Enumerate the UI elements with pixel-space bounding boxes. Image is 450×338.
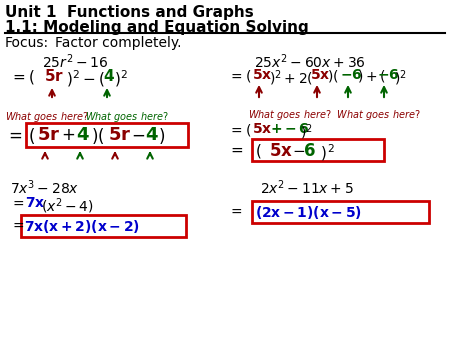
Text: $= ($: $= ($ [10,68,36,86]
Text: $\mathbf{5x}$: $\mathbf{5x}$ [252,122,272,136]
Text: $=$: $=$ [5,126,23,144]
Text: Focus:: Focus: [5,36,49,50]
Text: $\mathbf{-6}$: $\mathbf{-6}$ [377,68,400,82]
Text: $)($: $)($ [327,68,339,84]
Text: $\mathbf{-6}$: $\mathbf{-6}$ [340,68,363,82]
Text: $7x^3-28x$: $7x^3-28x$ [10,178,79,197]
Text: $\mathbf{5r}$: $\mathbf{5r}$ [37,126,60,144]
Text: $)^2$: $)^2$ [394,68,407,88]
Text: $+$: $+$ [61,126,75,144]
Text: $\it{What\ goes\ here?\ \ What\ goes\ here?}$: $\it{What\ goes\ here?\ \ What\ goes\ he… [248,108,421,122]
Text: $= ($: $= ($ [228,68,252,84]
Text: Unit 1  Functions and Graphs: Unit 1 Functions and Graphs [5,5,254,20]
Text: $)^2+2($: $)^2+2($ [269,68,313,88]
Text: $\ )^2$: $\ )^2$ [316,142,335,163]
Text: $\mathbf{4\ }$: $\mathbf{4\ }$ [76,126,90,144]
Text: $\mathbf{7x}$: $\mathbf{7x}$ [25,196,45,210]
Text: $\mathbf{4}$: $\mathbf{4}$ [145,126,159,144]
Text: $(x^2-4)$: $(x^2-4)$ [41,196,94,216]
Text: Factor completely.: Factor completely. [55,36,181,50]
Text: $\mathbf{(2x-1)(x-5)}$: $\mathbf{(2x-1)(x-5)}$ [255,204,362,221]
Text: $)+($: $)+($ [357,68,386,84]
Text: $($: $($ [28,126,35,146]
Text: $=$: $=$ [10,218,25,232]
Text: $)^2-($: $)^2-($ [66,68,105,89]
Text: $)($: $)($ [91,126,104,146]
Text: $-$: $-$ [292,142,305,157]
Text: $\mathbf{5x}$: $\mathbf{5x}$ [252,68,272,82]
Text: $=$: $=$ [228,142,244,157]
Text: $\it{What\ goes\ here?}$: $\it{What\ goes\ here?}$ [85,110,169,124]
Text: $\mathbf{+-6}$: $\mathbf{+-6}$ [270,122,310,136]
Text: $=$: $=$ [228,204,243,218]
Text: $25r^2-16$: $25r^2-16$ [42,52,108,71]
Text: 1.1: Modeling and Equation Solving: 1.1: Modeling and Equation Solving [5,20,309,35]
Text: $)^2$: $)^2$ [300,122,313,142]
Text: $= ($: $= ($ [228,122,252,138]
Text: $\mathbf{7x(x+2)(x-2)}$: $\mathbf{7x(x+2)(x-2)}$ [24,218,140,235]
Text: $)$: $)$ [158,126,165,146]
Text: $\mathbf{4}$: $\mathbf{4}$ [103,68,115,84]
Text: $\it{What\ goes\ here?}$: $\it{What\ goes\ here?}$ [5,110,89,124]
Text: $\mathbf{5r}$: $\mathbf{5r}$ [108,126,131,144]
Text: $)^2$: $)^2$ [114,68,128,89]
Text: $2x^2-11x+5$: $2x^2-11x+5$ [260,178,354,197]
Text: $\mathbf{5r}$: $\mathbf{5r}$ [44,68,64,84]
Text: $\mathbf{5x}$: $\mathbf{5x}$ [310,68,330,82]
Text: $25x^2-60x+36$: $25x^2-60x+36$ [254,52,366,71]
Text: $\mathbf{6}$: $\mathbf{6}$ [303,142,315,160]
Text: $-$: $-$ [131,126,145,144]
Text: $($: $($ [255,142,261,160]
Text: $= $: $= $ [10,196,25,210]
Text: $\mathbf{\ 5x}$: $\mathbf{\ 5x}$ [264,142,293,160]
